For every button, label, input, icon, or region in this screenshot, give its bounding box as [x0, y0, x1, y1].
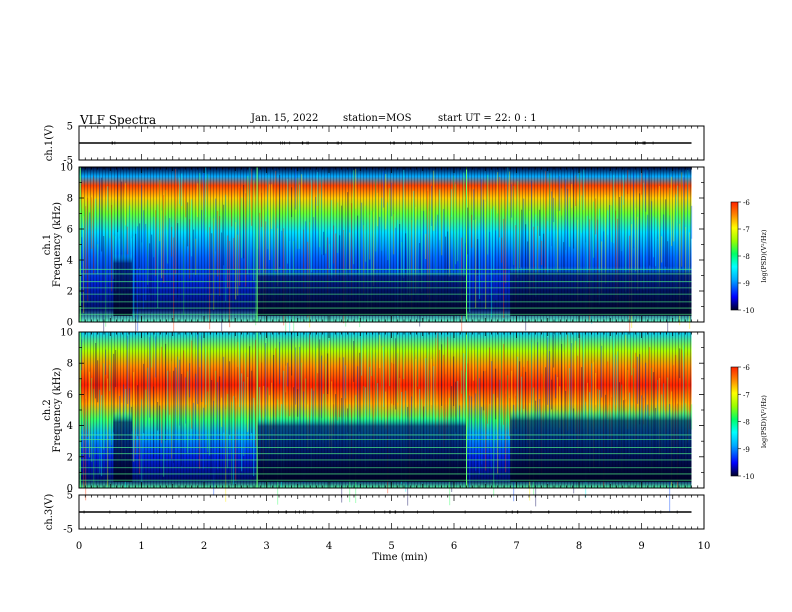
colorbar-tick-label: -6 — [743, 364, 750, 372]
station-label: station=MOS — [343, 113, 412, 124]
colorbar-tick-label: -8 — [743, 253, 750, 261]
y-axis-label: ch.3(V) — [44, 494, 55, 531]
x-tick-label: 1 — [138, 541, 144, 552]
x-tick-label: 7 — [513, 541, 519, 552]
y-tick-label: 8 — [67, 359, 73, 370]
ch2-spectrogram-panel: 0 2 4 6 8 10 ch.2 Frequency (kHz) — [42, 328, 705, 513]
colorbar-tick-label: -7 — [743, 391, 750, 399]
colorbar — [730, 201, 739, 311]
x-tick-label: 5 — [388, 541, 394, 552]
spectrogram-column — [691, 205, 693, 239]
ch1-spectrogram-panel: 0 2 4 6 8 10 ch.1 Frequency (kHz) — [42, 163, 705, 346]
spectrogram-texture — [79, 332, 692, 488]
colorbar-label: log(PSD)(V²/Hz) — [760, 229, 768, 282]
y-axis-label-frequency: Frequency (kHz) — [52, 367, 63, 452]
colorbar-tick-label: -10 — [743, 473, 754, 481]
x-tick-label: 10 — [698, 541, 711, 552]
y-tick-label: 8 — [67, 194, 73, 205]
y-tick-label: 6 — [67, 390, 73, 401]
y-tick-label: 10 — [60, 163, 73, 174]
y-tick-label: 5 — [67, 491, 73, 502]
y-tick-label: -5 — [63, 156, 73, 167]
colorbar-tick-label: -9 — [743, 446, 750, 454]
y-tick-label: 6 — [67, 225, 73, 236]
y-axis-label-channel: ch.2 — [42, 399, 53, 421]
chart-title: VLF Spectra — [80, 113, 157, 127]
y-tick-label: 0 — [67, 484, 73, 495]
x-tick-label: 8 — [576, 541, 582, 552]
x-axis-label: Time (min) — [372, 552, 427, 563]
y-tick-label: 4 — [67, 256, 73, 267]
y-axis-label-channel: ch.1 — [42, 234, 53, 256]
x-tick-label: 4 — [326, 541, 332, 552]
spectrogram-column — [691, 404, 693, 430]
colorbar-tick-label: -7 — [743, 226, 750, 234]
y-tick-label: 4 — [67, 421, 73, 432]
colorbar-label: log(PSD)(V²/Hz) — [760, 395, 768, 448]
spectrogram-texture — [79, 167, 692, 322]
colorbar-tick-label: -6 — [743, 199, 750, 207]
start-time-label: start UT = 22: 0 : 1 — [438, 113, 537, 124]
date-label: Jan. 15, 2022 — [251, 113, 319, 124]
x-tick-label: 2 — [201, 541, 207, 552]
colorbar-tick-label: -10 — [743, 307, 754, 315]
colorbar — [730, 366, 739, 477]
colorbar-tick-label: -9 — [743, 280, 750, 288]
y-tick-label: 2 — [67, 287, 73, 298]
x-tick-label: 3 — [263, 541, 269, 552]
y-tick-label: -5 — [63, 525, 73, 536]
ch3-voltage-panel: 5 -5 ch.3(V) — [44, 491, 705, 536]
x-tick-label: 6 — [451, 541, 457, 552]
y-tick-label: 0 — [67, 318, 73, 329]
x-tick-label: 9 — [638, 541, 644, 552]
y-tick-label: 2 — [67, 452, 73, 463]
y-axis-label-frequency: Frequency (kHz) — [52, 202, 63, 287]
y-tick-label: 10 — [60, 328, 73, 339]
y-tick-label: 5 — [67, 122, 73, 133]
y-axis-label: ch.1(V) — [44, 125, 55, 162]
ch1-voltage-panel: 5 -5 ch.1(V) — [44, 122, 705, 167]
x-tick-label: 0 — [76, 541, 82, 552]
colorbar-tick-label: -8 — [743, 419, 750, 427]
